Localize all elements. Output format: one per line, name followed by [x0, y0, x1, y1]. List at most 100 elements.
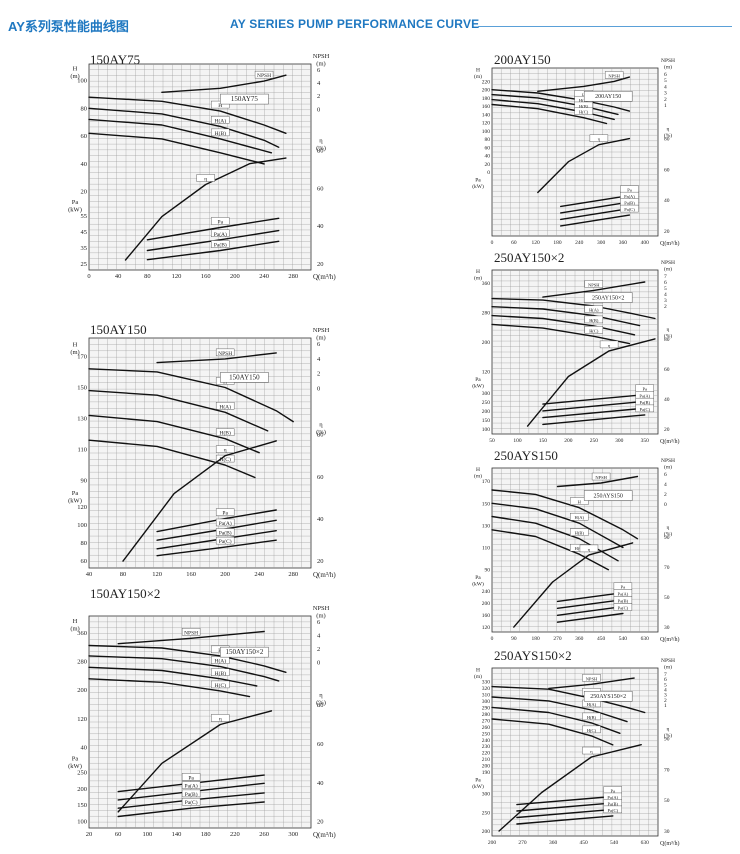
model-inset-label: 250AYS150 — [593, 494, 622, 500]
power-tick-label: 200 — [482, 601, 491, 607]
x-tick-label: 150 — [539, 438, 548, 444]
head-curve-label: H(B) — [215, 670, 226, 677]
head-curve-label: H(B) — [587, 715, 597, 720]
efficiency-unit-label: η — [667, 127, 670, 133]
efficiency-tick-label: 40 — [317, 516, 324, 523]
head-curve — [88, 666, 258, 687]
head-curve — [491, 306, 641, 327]
head-curve — [491, 529, 610, 571]
npsh-curve — [537, 76, 631, 92]
power-tick-label: 120 — [482, 625, 491, 631]
head-unit-label: (m) — [70, 349, 79, 356]
title-chinese: AY系列泵性能曲线图 — [8, 19, 129, 34]
head-tick-label: 240 — [482, 738, 491, 744]
power-tick-label: 300 — [482, 391, 491, 397]
npsh-unit-label: NPSH — [313, 327, 330, 334]
power-tick-label: 100 — [77, 522, 87, 529]
power-curve-label: Pa(A) — [607, 795, 618, 800]
power-curve — [156, 539, 277, 557]
power-curve-label: Pa(B) — [214, 241, 227, 248]
head-tick-label: 360 — [482, 281, 491, 287]
head-tick-label: 230 — [482, 744, 491, 750]
efficiency-tick-label: 80 — [317, 702, 324, 709]
chart-panel-5: 250AYS150 0 90 180 270 360 450 540 630 Q(m³/h) H(… — [472, 448, 688, 644]
npsh-tick-label: 6 — [317, 341, 321, 348]
head-tick-label: 0 — [487, 170, 490, 176]
curve-label-box — [215, 508, 235, 516]
x-tick-label: 50 — [489, 438, 495, 444]
power-curve-label: Pa(A) — [624, 194, 635, 199]
efficiency-tick-label: 80 — [664, 137, 670, 143]
x-tick-label: 20 — [86, 831, 93, 838]
x-axis-label: Q(m³/h) — [313, 273, 336, 281]
power-curve-label: Pa(A) — [639, 393, 650, 398]
curve-label-box — [215, 536, 235, 545]
curve-label-box — [211, 229, 230, 237]
npsh-tick-label: 7 — [664, 672, 667, 678]
chart-svg: 40 80 120 160 200 240 280 Q(m³/h)H(m)1701501301… — [68, 327, 336, 579]
x-tick-label: 270 — [553, 636, 562, 642]
npsh-tick-label: 2 — [664, 304, 667, 310]
head-tick-label: 40 — [81, 744, 88, 751]
npsh-curve-label: NPSH — [608, 73, 620, 78]
head-tick-label: 80 — [81, 105, 88, 112]
head-curve — [491, 502, 624, 549]
power-curve-label: Pa(C) — [624, 207, 635, 212]
power-curve — [516, 795, 614, 806]
power-tick-label: 55 — [81, 213, 88, 220]
head-tick-label: 220 — [482, 79, 491, 85]
npsh-tick-label: 6 — [664, 72, 667, 78]
head-tick-label: 270 — [482, 718, 491, 724]
efficiency-unit-label: η — [667, 525, 670, 531]
efficiency-curve-label: η — [588, 547, 591, 552]
head-curve — [491, 103, 608, 125]
power-unit-label: Pa — [72, 490, 79, 497]
head-curve-label: H(A) — [575, 515, 585, 520]
head-tick-label: 110 — [482, 546, 490, 552]
efficiency-tick-label: 60 — [664, 167, 670, 173]
x-tick-label: 200 — [230, 273, 240, 280]
npsh-curve-label: NPSH — [218, 351, 232, 357]
x-tick-label: 180 — [532, 636, 541, 642]
curve-label-box — [620, 204, 639, 213]
head-tick-label: 100 — [77, 77, 87, 84]
head-tick-label: 150 — [77, 384, 87, 391]
chart-panel-2: 150AY150×2 20 60 100 140 180 220 260 300 Q(m³/h)… — [68, 586, 336, 848]
power-curve-label: Pa — [627, 188, 632, 193]
curve-label-box — [211, 714, 230, 722]
curve-label-box — [215, 402, 235, 410]
head-tick-label: 250 — [482, 731, 491, 737]
x-tick-label: 300 — [615, 438, 624, 444]
power-unit-label: Pa — [475, 377, 481, 383]
npsh-tick-label: 3 — [664, 298, 667, 304]
head-tick-label: 130 — [77, 416, 87, 423]
head-curve-label: H(C) — [589, 328, 599, 333]
power-unit-label: Pa — [475, 178, 481, 184]
power-curve-label: Pa(A) — [219, 520, 232, 527]
power-curve — [516, 815, 614, 825]
npsh-unit-label: NPSH — [661, 260, 675, 266]
power-curve — [560, 214, 631, 227]
head-curve-label: H(B) — [575, 531, 585, 536]
npsh-unit-label: (m) — [316, 61, 325, 68]
power-unit-label: (kW) — [472, 382, 484, 389]
head-unit-label: H — [73, 65, 78, 72]
head-curve — [491, 98, 615, 121]
head-tick-label: 280 — [482, 712, 491, 718]
head-tick-label: 190 — [482, 770, 491, 776]
x-tick-label: 280 — [288, 571, 298, 578]
curve-label-box — [582, 674, 601, 682]
model-inset-box — [220, 646, 269, 658]
head-tick-label: 290 — [482, 705, 491, 711]
head-curve-label: H(B) — [220, 430, 231, 437]
model-inset-label: 150AY75 — [231, 95, 258, 103]
head-curve — [88, 368, 294, 423]
npsh-tick-label: 6 — [664, 280, 667, 286]
efficiency-curve-label: η — [219, 716, 222, 722]
curve-label-box — [181, 628, 201, 636]
head-tick-label: 330 — [482, 679, 491, 685]
chart-panel-4: 250AY150×2 50 100 150 200 250 300 350 Q(m³/h) H(… — [472, 250, 688, 446]
npsh-tick-label: 0 — [317, 106, 320, 113]
efficiency-curve — [124, 157, 287, 261]
x-tick-label: 220 — [230, 831, 240, 838]
